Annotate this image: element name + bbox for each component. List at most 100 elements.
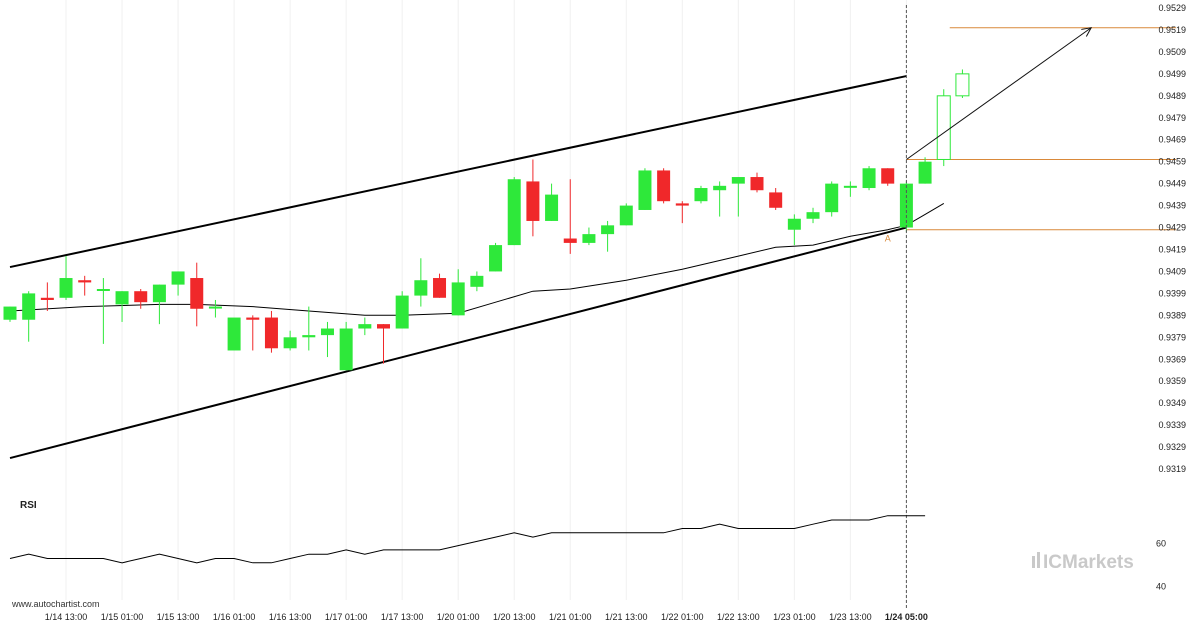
candle [694,185,708,204]
candle-body [526,181,540,221]
rsi-label: RSI [20,500,37,511]
time-tick-label: 1/24 05:00 [885,612,928,622]
price-tick-label: 0.9529 [1158,3,1186,13]
candle [675,201,689,224]
time-tick-label: 1/15 01:00 [101,612,144,622]
candle [918,157,932,184]
candle [526,159,540,237]
candle [96,278,110,344]
candle [283,330,297,351]
time-tick-label: 1/20 13:00 [493,612,536,622]
candle [955,69,970,99]
price-tick-label: 0.9389 [1158,310,1186,320]
time-tick-label: 1/23 01:00 [773,612,816,622]
moving-average-line [9,202,945,316]
candle [731,177,745,217]
price-tick-label: 0.9489 [1158,91,1186,101]
candle-body [955,73,970,97]
candle [582,227,596,246]
time-axis: 1/14 13:00 1/15 01:00 1/15 13:00 1/16 01:00… [45,612,928,622]
candle-body [339,328,353,371]
candle [750,172,764,193]
rsi-tick-label: 40 [1156,581,1166,591]
candle [320,321,334,358]
candle-body [787,218,801,230]
candle [246,315,260,351]
candle-body [675,203,689,206]
candle [22,291,36,342]
candle-body [806,212,820,219]
time-tick-label: 1/20 01:00 [437,612,480,622]
candle [806,207,820,224]
candle-body [96,289,110,292]
source-watermark: www.autochartist.com [11,599,100,609]
arrow-head [1081,27,1093,37]
candle-body [601,225,615,235]
candle [545,183,559,221]
time-tick-label: 1/16 01:00 [213,612,256,622]
candle [3,306,17,322]
candle [862,166,876,191]
candle-body [507,179,521,246]
candle-body [750,177,764,191]
candle [264,310,278,353]
candle-body [451,282,465,316]
candle-body [59,278,73,298]
candle [601,220,615,252]
price-tick-label: 0.9339 [1158,420,1186,430]
time-tick-label: 1/16 13:00 [269,612,312,622]
projection-arrow [906,27,1093,160]
brand-logo-bar [1037,552,1040,568]
candle-body [302,335,316,338]
candle [171,271,185,296]
candle-body [152,284,166,303]
brand-name: ICMarkets [1043,552,1134,573]
price-tick-label: 0.9459 [1158,157,1186,167]
price-tick-label: 0.9499 [1158,69,1186,79]
time-tick-label: 1/14 13:00 [45,612,88,622]
price-tick-label: 0.9409 [1158,266,1186,276]
time-tick-label: 1/17 13:00 [381,612,424,622]
candle-body [619,205,633,226]
candle [134,289,148,309]
candle-body [769,192,783,208]
candle-body [694,188,708,202]
candle [115,291,129,322]
price-tick-label: 0.9319 [1158,464,1186,474]
candle-body [918,161,932,184]
candle-body [134,291,148,303]
candle [59,256,73,300]
candle-body [563,238,577,243]
price-tick-label: 0.9509 [1158,47,1186,57]
candle-body [395,295,409,329]
candle [377,324,390,364]
price-axis: 0.9529 0.9519 0.9509 0.9499 0.9489 0.9479 0.94… [1158,3,1186,474]
candle-body [171,271,185,285]
time-tick-label: 1/22 01:00 [661,612,704,622]
candle-body [414,280,428,296]
candle [507,177,521,246]
candle-body [40,297,54,300]
candle-body [433,278,447,298]
candle [470,271,484,292]
candle-body [190,278,204,309]
candle [208,299,222,318]
candle-body [731,177,745,184]
price-tick-label: 0.9329 [1158,442,1186,452]
candle [302,306,316,351]
brand-logo: ICMarkets [1032,552,1134,573]
candle [190,262,204,327]
candle-body [3,306,17,320]
time-tick-label: 1/21 13:00 [605,612,648,622]
candle-body [843,185,857,188]
rsi-line [9,515,926,564]
candle [881,168,895,186]
candle-body [470,275,484,287]
candle-body [264,317,278,349]
candle-body [377,324,390,329]
candle-body [22,293,36,320]
candle [843,181,857,197]
candle-body [545,194,559,221]
time-tick-label: 1/17 01:00 [325,612,368,622]
